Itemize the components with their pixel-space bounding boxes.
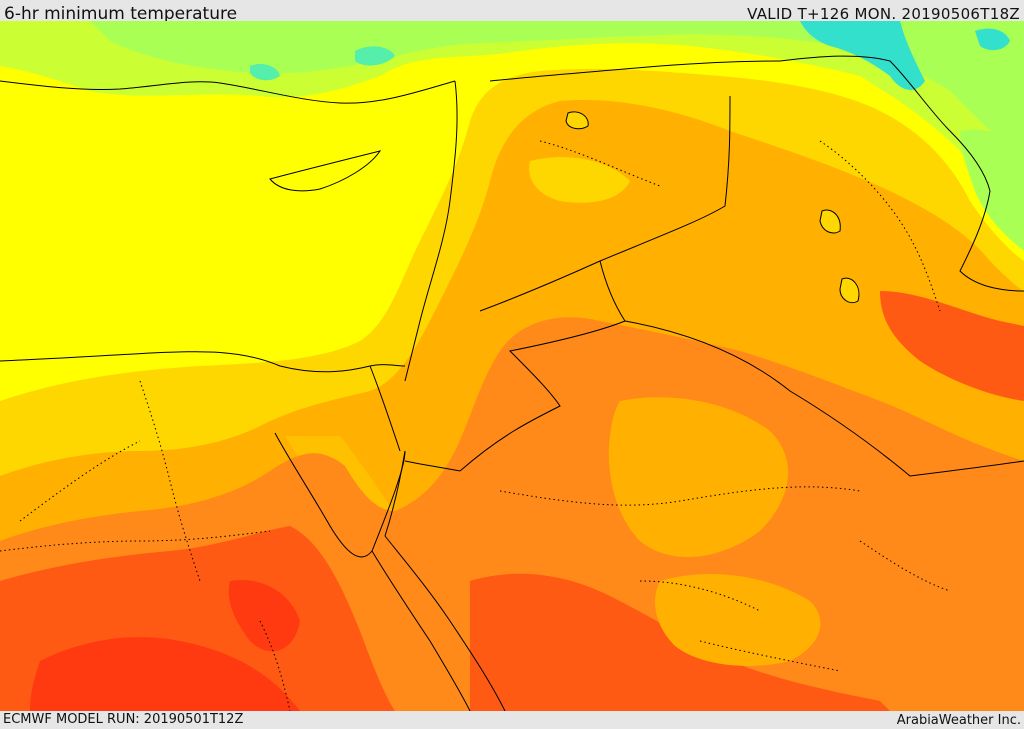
amber-patch-central — [608, 397, 789, 558]
lake-3 — [839, 277, 860, 304]
valid-time: VALID T+126 MON. 20190506T18Z — [747, 5, 1020, 23]
political-borders — [369, 60, 1024, 477]
admin-borders — [0, 140, 951, 711]
footer-bar: ECMWF MODEL RUN: 20190501T12Z ArabiaWeat… — [0, 711, 1024, 729]
lake-1 — [565, 111, 589, 130]
coastlines — [0, 55, 1024, 711]
cyan-patch-ne — [800, 21, 925, 91]
red-patch-west2 — [228, 580, 300, 652]
green-east-edge — [960, 129, 1024, 251]
amber-patch-south — [655, 573, 821, 666]
header-bar: 6-hr minimum temperature VALID T+126 MON… — [0, 0, 1024, 24]
map-title: 6-hr minimum temperature — [4, 4, 238, 24]
lake-2 — [819, 209, 841, 234]
cyan-patch-ne2 — [975, 28, 1010, 51]
cyan-patch-nw — [250, 64, 280, 81]
red-orange-east2 — [880, 291, 1024, 401]
red-patch-west — [30, 637, 300, 711]
gold-patch-iraq — [529, 157, 630, 203]
credit-label: ArabiaWeather Inc. — [896, 713, 1021, 728]
temperature-map — [0, 21, 1024, 711]
green-lime-north — [90, 21, 1024, 161]
model-run-label: ECMWF MODEL RUN: 20190501T12Z — [3, 712, 244, 727]
cyan-patch-n — [355, 46, 395, 66]
